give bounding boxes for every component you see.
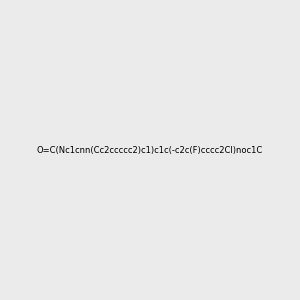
Text: O=C(Nc1cnn(Cc2ccccc2)c1)c1c(-c2c(F)cccc2Cl)noc1C: O=C(Nc1cnn(Cc2ccccc2)c1)c1c(-c2c(F)cccc2…	[37, 146, 263, 154]
